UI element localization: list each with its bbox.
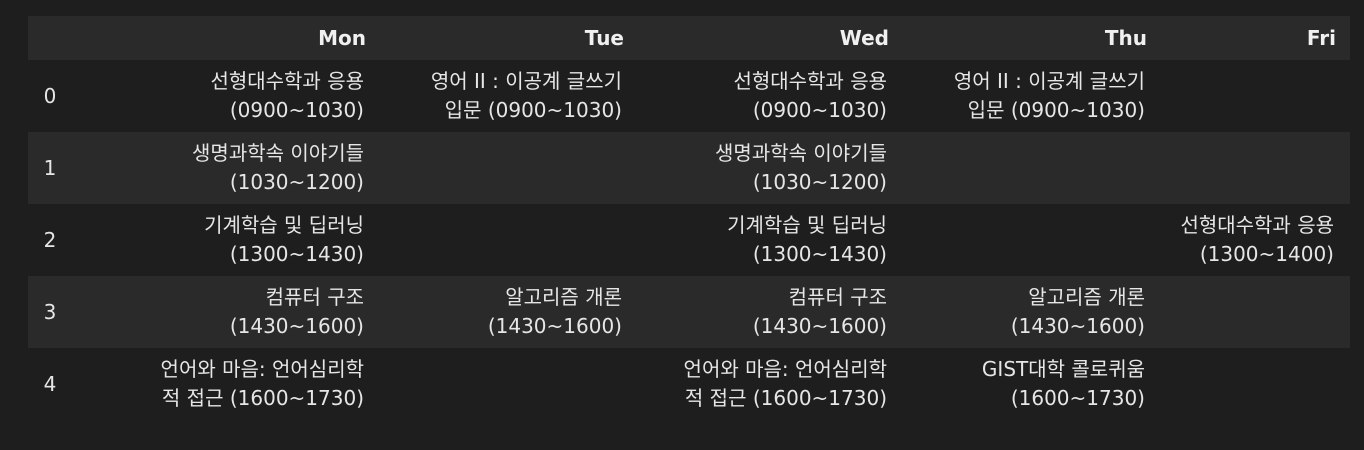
- dataframe-output: Mon Tue Wed Thu Fri 0 선형대수학과 응용 (0900~10…: [28, 16, 1350, 420]
- row-index: 1: [43, 155, 57, 180]
- row-index: 4: [43, 371, 57, 396]
- cell-fri: [1161, 132, 1350, 204]
- header-tue: Tue: [584, 26, 624, 50]
- cell-fri: [1161, 348, 1350, 420]
- table-row: 1 생명과학속 이야기들 (1030~1200) 생명과학속 이야기들 (103…: [28, 132, 1350, 204]
- cell-tue: [380, 204, 638, 276]
- table-row: 0 선형대수학과 응용 (0900~1030) 영어 II : 이공계 글쓰기 …: [28, 60, 1350, 132]
- cell-tue: [380, 348, 638, 420]
- cell-mon: 언어와 마음: 언어심리학 적 접근 (1600~1730): [160, 357, 364, 410]
- cell-wed: 언어와 마음: 언어심리학 적 접근 (1600~1730): [683, 357, 887, 410]
- table-row: 3 컴퓨터 구조 (1430~1600) 알고리즘 개론 (1430~1600)…: [28, 276, 1350, 348]
- cell-fri: [1161, 276, 1350, 348]
- header-thu: Thu: [1104, 26, 1147, 50]
- cell-fri: [1161, 60, 1350, 132]
- cell-thu: [903, 132, 1161, 204]
- row-index: 0: [43, 83, 57, 108]
- header-fri: Fri: [1306, 26, 1336, 50]
- cell-fri: 선형대수학과 응용 (1300~1400): [1180, 213, 1334, 266]
- cell-tue: 영어 II : 이공계 글쓰기 입문 (0900~1030): [430, 69, 622, 122]
- cell-tue: 알고리즘 개론 (1430~1600): [487, 285, 622, 338]
- cell-wed: 생명과학속 이야기들 (1030~1200): [715, 141, 887, 194]
- row-index: 3: [43, 299, 57, 324]
- row-index: 2: [43, 227, 57, 252]
- cell-thu: GIST대학 콜로퀴움 (1600~1730): [981, 357, 1145, 410]
- cell-mon: 선형대수학과 응용 (0900~1030): [210, 69, 364, 122]
- table-body: 0 선형대수학과 응용 (0900~1030) 영어 II : 이공계 글쓰기 …: [28, 60, 1350, 420]
- schedule-table: Mon Tue Wed Thu Fri 0 선형대수학과 응용 (0900~10…: [28, 16, 1350, 420]
- cell-mon: 컴퓨터 구조 (1430~1600): [229, 285, 364, 338]
- cell-mon: 생명과학속 이야기들 (1030~1200): [192, 141, 364, 194]
- table-row: 2 기계학습 및 딥러닝 (1300~1430) 기계학습 및 딥러닝 (130…: [28, 204, 1350, 276]
- cell-wed: 컴퓨터 구조 (1430~1600): [752, 285, 887, 338]
- cell-tue: [380, 132, 638, 204]
- cell-thu: [903, 204, 1161, 276]
- table-header: Mon Tue Wed Thu Fri: [28, 16, 1350, 60]
- cell-mon: 기계학습 및 딥러닝 (1300~1430): [204, 213, 364, 266]
- cell-thu: 알고리즘 개론 (1430~1600): [1010, 285, 1145, 338]
- cell-thu: 영어 II : 이공계 글쓰기 입문 (0900~1030): [953, 69, 1145, 122]
- cell-wed: 선형대수학과 응용 (0900~1030): [733, 69, 887, 122]
- header-wed: Wed: [839, 26, 889, 50]
- cell-wed: 기계학습 및 딥러닝 (1300~1430): [727, 213, 887, 266]
- table-row: 4 언어와 마음: 언어심리학 적 접근 (1600~1730) 언어와 마음:…: [28, 348, 1350, 420]
- header-row: Mon Tue Wed Thu Fri: [28, 16, 1350, 60]
- header-index-cell: [28, 16, 72, 60]
- header-mon: Mon: [318, 26, 366, 50]
